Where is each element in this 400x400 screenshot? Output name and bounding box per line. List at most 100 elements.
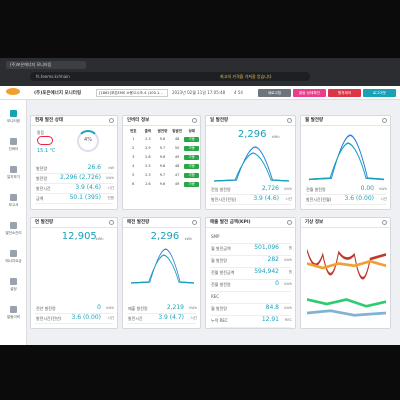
sparkline-path <box>309 142 384 181</box>
row-value: 2,726 <box>261 185 279 192</box>
row-label: REC <box>211 294 220 299</box>
sidebar-label: 발전소관리 <box>5 231 22 235</box>
sidebar-icon[interactable] <box>10 194 17 201</box>
sidebar-label: 일지보기 <box>7 175 20 179</box>
row-value: 2,219 <box>166 304 184 311</box>
card: 현재 발전 상태 맑음 15.1 ℃ 4% 발전량 26.6 kW 발전량 2,296 (2,7… <box>30 115 118 210</box>
table-cell: 9.7 <box>159 146 166 150</box>
sparkline <box>309 134 384 181</box>
browser-tab[interactable]: (주)포은에너지 모니터링 <box>6 61 86 69</box>
site-select[interactable]: [1862]포은EMS 소용으시조-4 (100.1... <box>96 89 168 97</box>
table-cell: 9.6 <box>159 182 166 186</box>
row-label: 발전시간(전일) <box>211 197 237 202</box>
row-label: 전일 발전량 <box>211 187 231 192</box>
table-cell: 47 <box>174 173 180 177</box>
row-label: 매출 발전량 <box>128 306 148 311</box>
sidebar-icon[interactable] <box>10 306 17 313</box>
row-unit: kWh <box>189 306 197 310</box>
big-value: 2,296 <box>237 129 267 140</box>
sparkline <box>131 248 194 284</box>
table-header: 출력 <box>144 129 152 133</box>
row-value: 0.00 <box>360 185 374 192</box>
row-divider <box>210 255 291 256</box>
table-cell: 2.6 <box>145 182 151 186</box>
header-title: (주)포은에너지 모니터링 <box>34 91 82 96</box>
header-button[interactable]: 로그아웃 <box>363 89 396 97</box>
row-value: 3.9 (4.6) <box>253 195 279 202</box>
card-title: 매출 발전 금액(KPI) <box>206 218 295 228</box>
row-value: 0 <box>275 280 279 287</box>
row-divider <box>35 173 113 174</box>
sidebar-icon[interactable] <box>10 166 17 173</box>
card: 기상 정보 <box>300 217 391 329</box>
row-unit: kWh <box>106 176 114 180</box>
table-cell: 6 <box>132 182 135 186</box>
row-label: 누적 REC <box>211 318 228 323</box>
sidebar-label: 설정 <box>10 287 17 291</box>
table-cell: 9.7 <box>159 173 166 177</box>
header-button[interactable]: 알람·상태확인 <box>293 89 326 97</box>
sidebar-label: 알람이력 <box>7 315 20 319</box>
help-icon <box>287 220 292 225</box>
table-cell: 2.3 <box>145 137 151 141</box>
row-unit: 시간 <box>107 186 114 190</box>
row-value: 594,942 <box>254 268 279 275</box>
table-header: 상태 <box>188 129 195 133</box>
table-header: 발전량 <box>157 129 168 133</box>
sidebar-icon[interactable] <box>10 278 17 285</box>
table-cell: 49 <box>174 155 180 159</box>
row-unit: 시간 <box>380 197 387 201</box>
sidebar: 모니터링 인버터 일지보기 보고서 발전소관리 에너지요금 설정 알람이력 <box>0 100 27 345</box>
row-label: 전년 발전량 <box>36 306 56 311</box>
row-divider <box>210 303 291 304</box>
sidebar-label: 인버터 <box>8 147 19 151</box>
header-button[interactable]: 원격제어 <box>328 89 361 97</box>
row-label: 월 발전금액 <box>211 246 231 251</box>
help-icon <box>382 220 387 225</box>
header: (주)포은에너지 모니터링 [1862]포은EMS 소용으시조-4 (100.1… <box>0 86 400 100</box>
row-unit: 천원 <box>107 196 114 200</box>
row-unit: kWh <box>284 282 292 286</box>
big-unit: kWh <box>95 237 104 241</box>
table-cell: 9.6 <box>159 155 166 159</box>
row-unit: 원 <box>288 270 292 274</box>
sparkline <box>307 249 386 317</box>
table-cell: 가동 <box>184 137 199 142</box>
help-icon <box>287 118 292 123</box>
browser-notice: 최고의 가격을 가져갈 얻습니다 <box>220 74 272 79</box>
header-button[interactable]: 새로고침 <box>258 89 291 97</box>
card: 월 발전량 전월 발전량 0.00 kWh 발전시간(전월) 3.6 (0.00) 시간 <box>300 115 391 210</box>
card: 일 발전량 2,296 kWh 전일 발전량 2,726 kWh 발전시간(전일) 3.9 (… <box>205 115 296 210</box>
sidebar-icon[interactable] <box>10 110 17 117</box>
row-value: 26.6 <box>87 164 101 171</box>
row-divider <box>127 323 196 324</box>
table-cell: 49 <box>174 182 180 186</box>
row-label: 전월 발전량 <box>211 282 231 287</box>
row-label: 발전시간(전월) <box>306 197 332 202</box>
weather-label: 맑음 <box>37 130 44 135</box>
card-title: 월 발전량 <box>301 116 390 126</box>
sidebar-icon[interactable] <box>10 250 17 257</box>
row-label: 발전량 <box>36 176 48 181</box>
big-unit: kWh <box>271 135 280 139</box>
card-title: 인버터 정보 <box>123 116 200 126</box>
sidebar-icon[interactable] <box>10 138 17 145</box>
row-unit: kWh <box>379 187 387 191</box>
row-label: 발전시간(전년) <box>36 316 62 321</box>
table-cell: 가동 <box>184 146 199 151</box>
table-cell: 2 <box>132 146 135 150</box>
row-divider <box>210 194 291 195</box>
percent-ring: 4% <box>77 130 99 152</box>
table-cell: 48 <box>174 164 180 168</box>
table-cell: 2.3 <box>145 173 151 177</box>
table-header: 일발전 <box>172 129 182 133</box>
sidebar-icon[interactable] <box>10 222 17 229</box>
row-label: 금액 <box>36 196 44 201</box>
address-bar[interactable]: fs.teems.kr/main <box>30 72 310 81</box>
row-unit: 원 <box>288 246 292 250</box>
card: 매출 발전 금액(KPI) SMP 월 발전금액 501,096 원 월 발전량 282 kW… <box>205 217 296 329</box>
row-value: 2,296 (2,726) <box>60 174 101 181</box>
sparkline-path <box>307 298 386 308</box>
